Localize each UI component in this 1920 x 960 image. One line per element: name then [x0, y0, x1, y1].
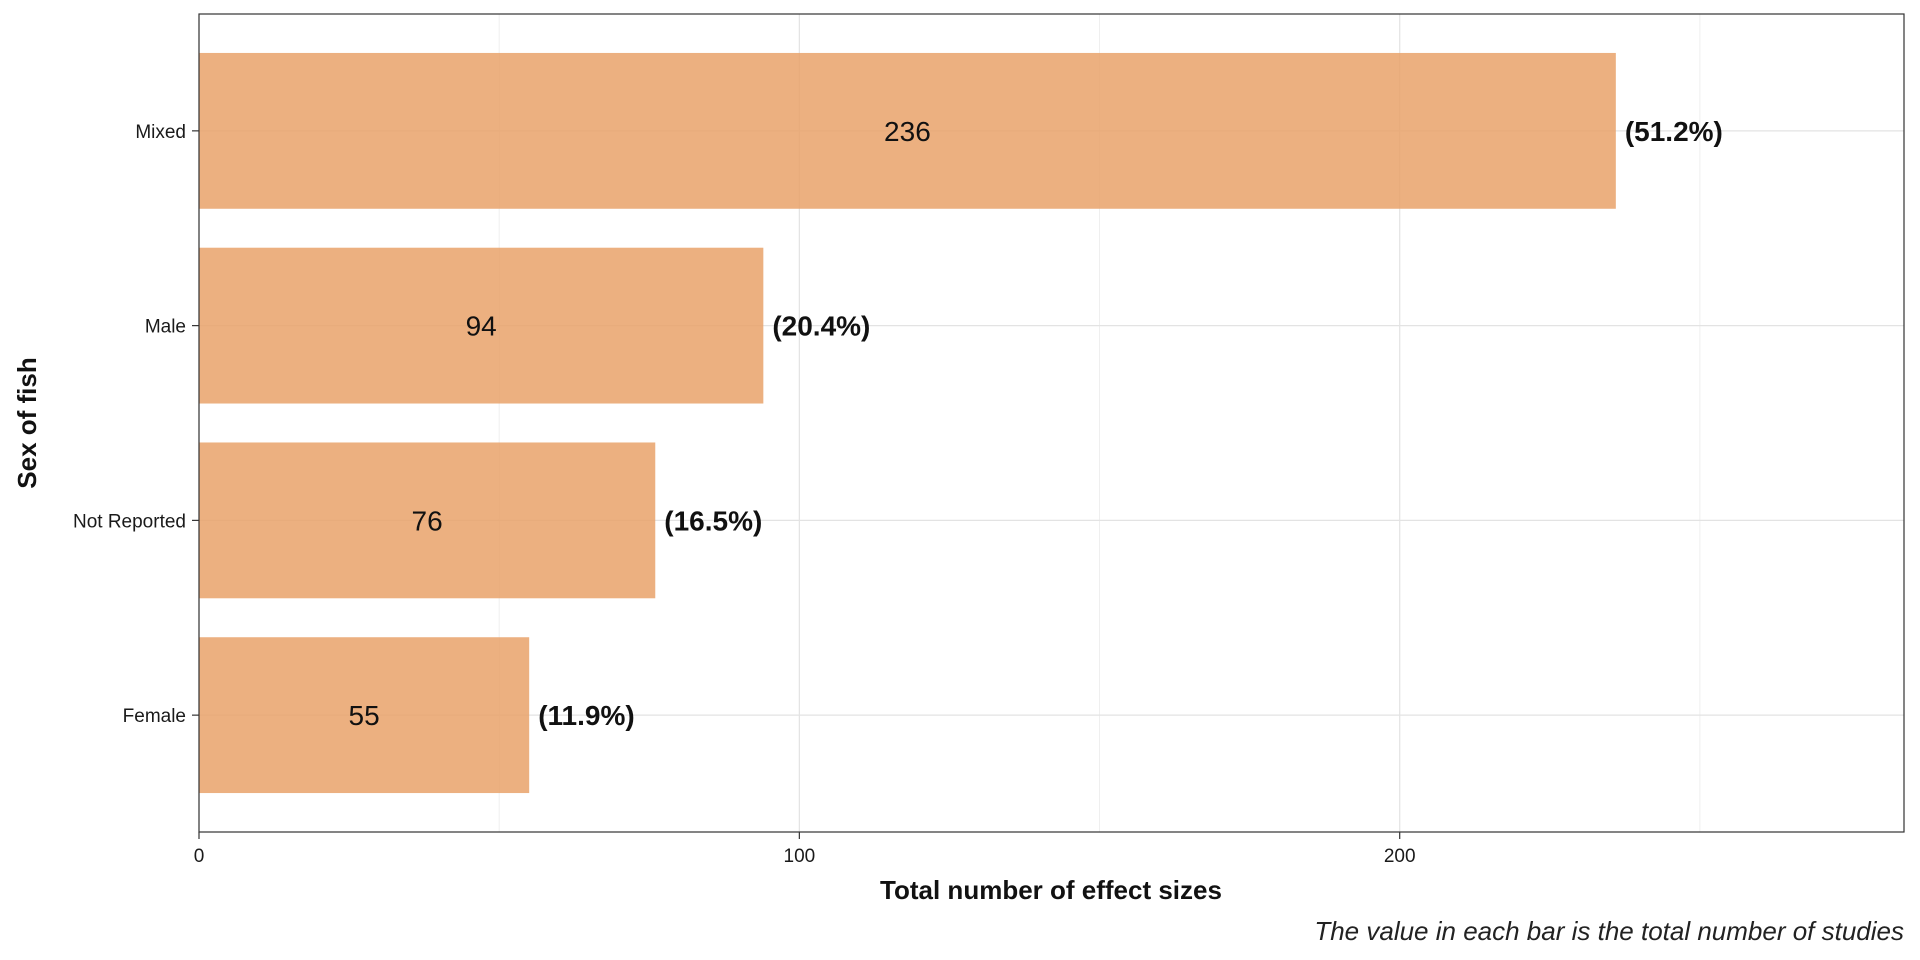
chart-caption: The value in each bar is the total numbe…: [1314, 916, 1904, 946]
x-axis-title: Total number of effect sizes: [880, 875, 1222, 905]
ticks: Female Not Reported Male Mixed 0 100 200: [73, 122, 1416, 867]
bar-female: [199, 637, 530, 794]
bar-labels: 55 (11.9%) 76 (16.5%) 94 (20.4%) 236 (51.2%): [349, 116, 1723, 731]
bar-male: [199, 247, 764, 404]
bar-percent-label: (16.5%): [664, 505, 762, 536]
bars: [199, 52, 1616, 794]
bar-value-label: 76: [412, 505, 443, 536]
bar-percent-label: (20.4%): [772, 311, 870, 342]
bar-value-label: 94: [466, 311, 497, 342]
y-tick-label: Not Reported: [73, 511, 186, 532]
y-tick-label: Male: [145, 317, 186, 338]
y-tick-label: Mixed: [135, 122, 186, 143]
bar-value-label: 55: [349, 700, 380, 731]
bar-mixed: [199, 52, 1616, 209]
y-axis-title: Sex of fish: [12, 357, 42, 488]
bar-percent-label: (51.2%): [1625, 116, 1723, 147]
bar-value-label: 236: [884, 116, 931, 147]
x-tick-label: 200: [1384, 846, 1416, 867]
bar-percent-label: (11.9%): [538, 700, 635, 731]
y-tick-label: Female: [123, 706, 186, 727]
x-tick-label: 0: [194, 846, 205, 867]
bar-not-reported: [199, 442, 656, 599]
plot-border: [198, 13, 1905, 833]
x-tick-label: 100: [784, 846, 816, 867]
